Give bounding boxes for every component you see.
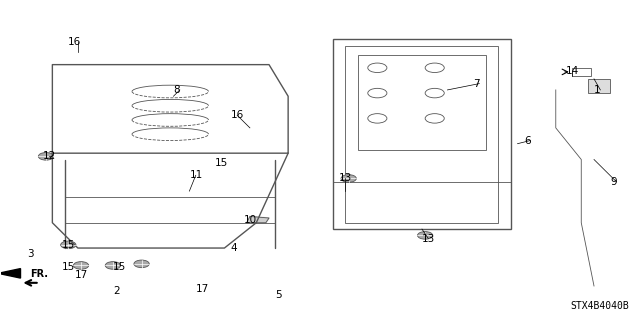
Text: STX4B4040B: STX4B4040B [570, 301, 629, 311]
Text: 15: 15 [215, 158, 228, 168]
Bar [346, 46, 499, 223]
Circle shape [134, 260, 149, 268]
Text: 12: 12 [43, 151, 56, 161]
Text: 14: 14 [565, 66, 579, 76]
Text: 13: 13 [422, 234, 435, 243]
Polygon shape [0, 269, 20, 278]
Bar [572, 68, 591, 76]
Bar [358, 55, 486, 150]
Text: 5: 5 [275, 291, 282, 300]
Circle shape [417, 232, 433, 239]
Text: 1: 1 [594, 85, 600, 95]
Text: 13: 13 [339, 174, 353, 183]
Text: 15: 15 [62, 240, 75, 250]
Circle shape [341, 175, 356, 182]
Text: 3: 3 [27, 249, 33, 259]
Circle shape [74, 262, 89, 269]
Text: 17: 17 [75, 270, 88, 280]
Text: 16: 16 [68, 38, 81, 48]
Text: 7: 7 [473, 78, 479, 89]
Circle shape [38, 152, 54, 160]
Text: 16: 16 [231, 110, 244, 120]
Circle shape [105, 262, 120, 269]
Text: 10: 10 [244, 215, 257, 225]
Text: 4: 4 [231, 243, 237, 253]
Circle shape [61, 241, 76, 249]
Polygon shape [246, 216, 269, 223]
Text: 17: 17 [196, 284, 209, 294]
Text: FR.: FR. [30, 269, 48, 279]
Text: 11: 11 [189, 170, 203, 180]
Text: 15: 15 [113, 262, 126, 272]
Text: 6: 6 [524, 136, 531, 145]
Text: 2: 2 [113, 286, 120, 296]
Bar [588, 79, 610, 93]
Bar [333, 39, 511, 229]
Text: 15: 15 [62, 262, 75, 272]
Text: 8: 8 [173, 85, 180, 95]
Text: 9: 9 [610, 177, 616, 187]
